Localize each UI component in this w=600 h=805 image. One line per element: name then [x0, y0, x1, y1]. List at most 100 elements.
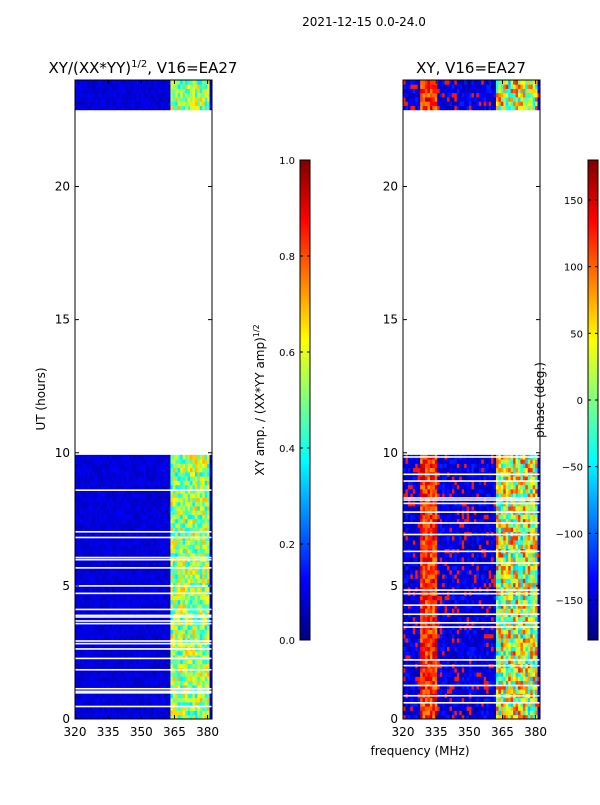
- amp-heatmap-cell: [111, 97, 115, 102]
- phase-heatmap-cell: [451, 667, 455, 673]
- amp-heatmap-cell: [82, 523, 86, 528]
- amp-heatmap-cell: [207, 467, 210, 473]
- amp-heatmap-cell: [153, 540, 157, 545]
- phase-heatmap-cell: [432, 697, 436, 703]
- phase-heatmap-cell: [447, 659, 450, 665]
- amp-heatmap-cell: [175, 663, 179, 669]
- amp-heatmap-cell: [133, 480, 137, 486]
- amp-heatmap-cell: [182, 484, 186, 490]
- amp-heatmap-cell: [116, 471, 120, 477]
- phase-heatmap-cell: [505, 701, 509, 707]
- amp-heatmap-cell: [172, 608, 176, 613]
- amp-heatmap-cell: [99, 493, 103, 498]
- phase-heatmap-cell: [473, 710, 477, 716]
- amp-heatmap-cell: [143, 101, 147, 106]
- phase-heatmap-cell: [420, 680, 423, 686]
- amp-heatmap-cell: [177, 710, 181, 716]
- phase-heatmap-cell: [405, 697, 409, 703]
- amp-heatmap-cell: [172, 676, 176, 682]
- phase-heatmap-cell: [407, 655, 411, 660]
- amp-heatmap-cell: [136, 540, 140, 545]
- amp-heatmap-cell: [182, 497, 186, 503]
- amp-heatmap-cell: [94, 523, 98, 528]
- amp-heatmap-cell: [104, 582, 108, 588]
- amp-heatmap-cell: [143, 629, 147, 635]
- amp-heatmap-cell: [116, 484, 120, 490]
- amp-heatmap-cell: [99, 684, 103, 690]
- amp-heatmap-cell: [131, 633, 135, 639]
- amp-heatmap-cell: [185, 655, 188, 660]
- amp-heatmap-cell: [187, 578, 191, 584]
- amp-heatmap-cell: [109, 650, 113, 656]
- amp-heatmap-cell: [158, 531, 162, 537]
- amp-heatmap-cell: [194, 655, 198, 660]
- phase-heatmap-cell: [432, 650, 436, 656]
- amp-heatmap-cell: [119, 680, 122, 686]
- amp-heatmap-cell: [79, 510, 83, 515]
- amp-heatmap-cell: [99, 714, 103, 719]
- phase-heatmap-cell: [417, 659, 421, 665]
- amp-heatmap-cell: [182, 710, 186, 716]
- amp-heatmap-cell: [187, 693, 191, 699]
- amp-heatmap-cell: [94, 544, 98, 549]
- amp-heatmap-cell: [114, 625, 117, 630]
- amp-heatmap-cell: [170, 616, 174, 622]
- amp-heatmap-cell: [111, 578, 115, 584]
- amp-heatmap-cell: [165, 714, 169, 719]
- amp-heatmap-cell: [209, 552, 212, 558]
- phase-heatmap-cell: [451, 710, 455, 716]
- phase-heatmap-cell: [478, 676, 482, 682]
- amp-heatmap-cell: [204, 92, 208, 98]
- amp-heatmap-cell: [150, 625, 154, 630]
- amp-flagged-row: [75, 530, 212, 533]
- amp-heatmap-cell: [182, 527, 186, 532]
- amp-heatmap-cell: [99, 501, 103, 507]
- amp-heatmap-cell: [114, 88, 117, 94]
- amp-heatmap-cell: [138, 569, 142, 575]
- amp-heatmap-cell: [133, 710, 137, 716]
- phase-heatmap-cell: [476, 633, 480, 639]
- phase-heatmap-cell: [537, 672, 540, 677]
- amp-heatmap-cell: [167, 484, 171, 490]
- amp-heatmap-cell: [89, 629, 93, 635]
- amp-heatmap-cell: [123, 578, 127, 584]
- amp-heatmap-cell: [82, 693, 86, 699]
- amp-heatmap-cell: [119, 488, 122, 494]
- amp-heatmap-cell: [94, 625, 98, 630]
- amp-heatmap-cell: [119, 561, 122, 567]
- amp-heatmap-cell: [175, 548, 179, 554]
- phase-heatmap-cell: [471, 646, 475, 652]
- amp-heatmap-cell: [199, 574, 203, 579]
- amp-heatmap-cell: [111, 80, 115, 85]
- amp-heatmap-cell: [158, 527, 162, 532]
- phase-heatmap-cell: [461, 642, 465, 647]
- amp-heatmap-cell: [97, 463, 100, 469]
- amp-heatmap-cell: [136, 701, 140, 707]
- amp-heatmap-cell: [99, 92, 103, 98]
- amp-heatmap-cell: [172, 459, 176, 464]
- amp-heatmap-cell: [148, 714, 152, 719]
- amp-heatmap-cell: [109, 80, 113, 85]
- amp-heatmap-cell: [180, 510, 184, 515]
- phase-heatmap-cell: [447, 706, 450, 711]
- amp-heatmap-cell: [189, 599, 193, 605]
- amp-heatmap-cell: [92, 642, 95, 647]
- amp-heatmap-cell: [175, 714, 179, 719]
- amp-heatmap-cell: [97, 650, 100, 656]
- phase-heatmap-cell: [415, 633, 419, 639]
- amp-heatmap-cell: [128, 684, 132, 690]
- phase-heatmap-cell: [420, 689, 423, 694]
- amp-heatmap-cell: [155, 454, 159, 460]
- phase-heatmap-cell: [444, 646, 448, 652]
- amp-heatmap-cell: [197, 497, 201, 503]
- amp-heatmap-cell: [79, 706, 83, 711]
- amp-heatmap-cell: [77, 684, 81, 690]
- amp-heatmap-cell: [194, 92, 198, 98]
- amp-heatmap-cell: [180, 506, 184, 511]
- amp-heatmap-cell: [199, 650, 203, 656]
- amp-heatmap-cell: [106, 706, 110, 711]
- phase-heatmap-cell: [510, 642, 514, 647]
- phase-heatmap-cell: [513, 655, 516, 660]
- amp-heatmap-cell: [187, 710, 191, 716]
- amp-heatmap-cell: [187, 616, 191, 622]
